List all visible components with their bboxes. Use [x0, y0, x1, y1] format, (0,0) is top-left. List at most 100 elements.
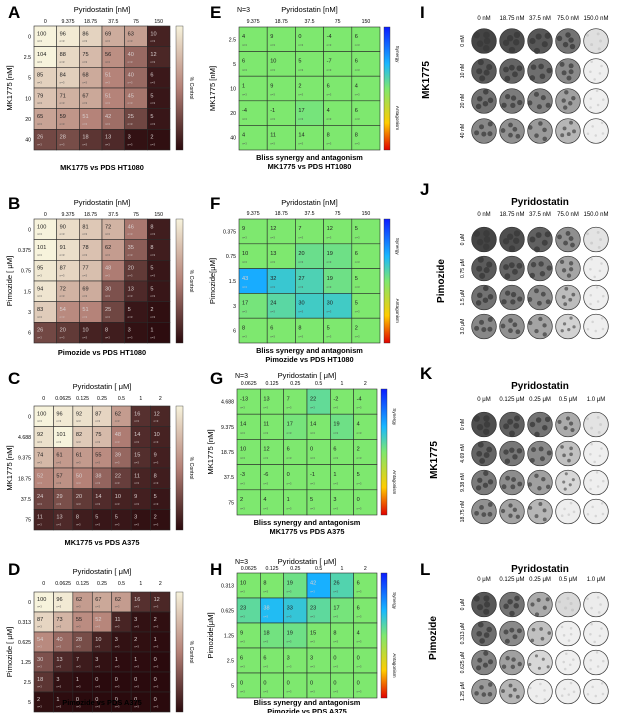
cell-value: 25 [105, 307, 111, 313]
cell-n: n=3 [310, 506, 315, 510]
cell-value: 1 [333, 472, 336, 478]
colony-speck [516, 262, 523, 269]
cell-n: n=3 [357, 506, 362, 510]
colony-speck [589, 479, 593, 482]
colony-well [555, 411, 581, 438]
cell-n: n=3 [134, 605, 139, 609]
x-tick-label: 9.375 [62, 212, 75, 218]
panel-subtitle: MK1775 vs PDS HT1080 [268, 162, 352, 171]
colony-speck [483, 415, 490, 422]
colony-well [555, 678, 581, 705]
cell-n: n=3 [263, 406, 268, 410]
cell-n: n=3 [298, 92, 303, 96]
cell-n: n=3 [327, 43, 332, 47]
cell-n: n=3 [37, 419, 42, 423]
cell-n: n=3 [60, 253, 65, 257]
cell-value: 72 [105, 224, 111, 230]
cell-n: n=3 [115, 685, 120, 689]
cell-n: n=3 [310, 615, 315, 619]
grid-column-label: 0 μM [477, 577, 490, 583]
cell-value: 61 [76, 453, 82, 459]
cell-value: 12 [327, 226, 333, 232]
colony-speck [476, 95, 483, 102]
heatmap-cell [147, 322, 171, 344]
grid-column-label: 150.0 nM [583, 16, 608, 22]
cell-n: n=3 [95, 522, 100, 526]
heatmap-cell [323, 243, 353, 269]
colony-speck [600, 64, 603, 68]
cell-n: n=3 [240, 690, 245, 694]
cell-value: 5 [95, 515, 98, 521]
cell-n: n=3 [150, 101, 155, 105]
grid-column-label: 0.5 μM [559, 397, 577, 403]
colony-speck [501, 102, 507, 108]
control-colorbar [175, 218, 184, 344]
colony-speck [501, 299, 507, 305]
colony-speck [473, 31, 481, 39]
cell-value: 67 [82, 93, 88, 99]
n-label: N=3 [235, 373, 248, 380]
grid-column-label: 18.75 nM [499, 16, 524, 22]
cell-n: n=3 [134, 625, 139, 629]
colony-speck [572, 325, 576, 329]
y-tick-label: 18.75 [18, 476, 31, 482]
colony-speck [544, 32, 551, 39]
colony-speck [487, 294, 494, 300]
y-tick-label: 0 [28, 227, 31, 233]
colony-speck [477, 59, 484, 66]
x-tick-label: 18.75 [84, 212, 97, 218]
x-tick-label: 0 [42, 581, 45, 587]
grid-row-label: 1.5 μM [460, 290, 466, 306]
colony-speck [483, 632, 490, 638]
colony-speck [501, 484, 507, 490]
cell-n: n=3 [298, 142, 303, 146]
cell-n: n=3 [37, 460, 42, 464]
cell-n: n=3 [242, 43, 247, 47]
cell-n: n=3 [298, 43, 303, 47]
colony-speck [530, 638, 535, 643]
cell-value: 18 [82, 135, 88, 141]
cell-value: 45 [128, 93, 134, 99]
grid-row-axis-label: Pimozide [428, 616, 439, 660]
cell-n: n=3 [76, 665, 81, 669]
cell-value: -4 [242, 108, 247, 114]
cell-value: 0 [287, 680, 290, 686]
y-tick-label: 40 [25, 138, 31, 144]
cell-value: 68 [82, 73, 88, 79]
colony-speck [514, 415, 520, 422]
y-tick-label: 37.5 [224, 475, 234, 481]
cell-value: 0 [76, 697, 79, 703]
cell-n: n=3 [56, 460, 61, 464]
cell-value: 11 [37, 515, 43, 521]
cell-value: 0 [310, 680, 313, 686]
cell-value: 62 [76, 597, 82, 603]
colony-well [555, 226, 581, 253]
colony-speck [594, 134, 598, 137]
cell-n: n=3 [37, 440, 42, 444]
colony-speck [561, 98, 566, 103]
y-tick-label: 1.25 [224, 634, 234, 640]
cell-value: 20 [60, 328, 66, 334]
cell-n: n=3 [82, 253, 87, 257]
cell-value: 40 [56, 637, 62, 643]
colony-well [499, 58, 525, 84]
cell-value: 1 [154, 637, 157, 643]
colony-speck [514, 595, 520, 602]
cell-n: n=3 [355, 92, 360, 96]
colony-speck [563, 507, 566, 511]
colony-speck [589, 667, 592, 671]
colony-speck [534, 654, 539, 658]
panel-title: Bliss synergy and antagonism [256, 153, 363, 162]
x-axis-label: Pyridostatin [ μM] [73, 567, 132, 576]
y-tick-label: 9.375 [221, 425, 234, 431]
cell-value: 18 [263, 630, 269, 636]
cell-n: n=3 [333, 615, 338, 619]
cell-value: 90 [60, 224, 66, 230]
y-tick-label: 20 [25, 117, 31, 123]
cell-n: n=3 [355, 68, 360, 72]
colony-speck [589, 633, 592, 636]
x-tick-label: 18.75 [275, 211, 288, 217]
colony-speck [593, 275, 596, 279]
cell-n: n=3 [95, 419, 100, 423]
cell-n: n=3 [242, 335, 247, 339]
